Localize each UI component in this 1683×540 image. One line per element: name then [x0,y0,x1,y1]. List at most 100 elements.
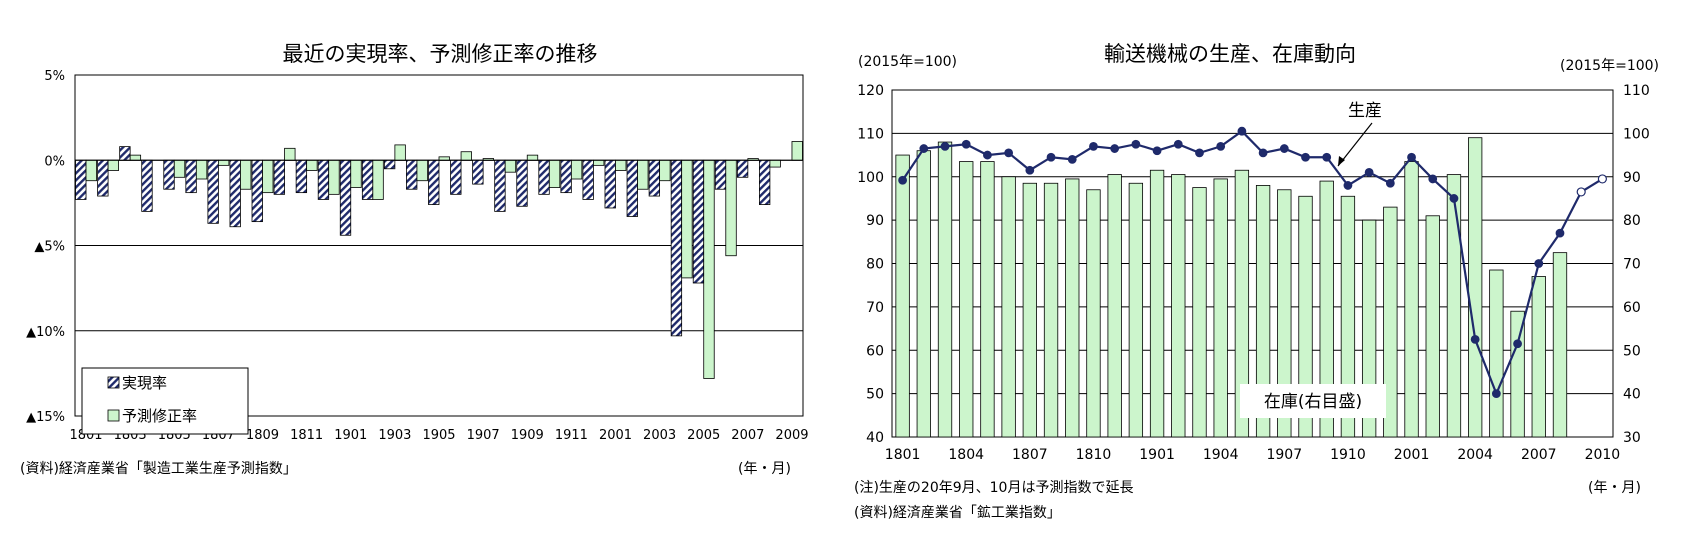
y-tick-label-left: 100 [857,170,884,186]
x-tick-label: 1907 [467,428,500,443]
bar-jitsugen [229,159,241,228]
note-forecast: (注)生産の20年9月、10月は予測指数で延長 [854,480,1134,496]
point-production [1258,148,1268,158]
y-tick-label-left: 110 [857,126,884,142]
x-tick-label: 1905 [422,428,455,443]
x-tick-label: 1811 [290,428,323,443]
bar-yosoku [107,159,119,171]
bar-inventory [1446,174,1462,438]
bar-yosoku [328,159,340,195]
left-chart-svg: 5%0%▲5%▲10%▲15%1801 1803 1805 1807 1809 1811 1… [26,69,808,443]
y-tick-label-left: 90 [866,213,884,229]
point-production [1173,139,1183,149]
source-note: (資料)経済産業省「製造工業生産予測指数」 [20,461,297,477]
right-chart-panel: 輸送機械の生産、在庫動向 (2015年=100) (2015年=100) 40 5… [840,0,1683,540]
line-production [901,129,1603,397]
bar-jitsugen [494,159,506,212]
x-tick-label: 1910 [1330,447,1366,463]
legend-swatch-jitsugen [107,376,120,389]
annotation-arrow [1337,122,1373,167]
bar-yosoku [438,156,450,161]
y-tick-label-left: 80 [866,257,884,273]
point-production [1131,139,1141,149]
left-axis-unit: (2015年=100) [858,54,958,70]
bar-jitsugen [538,159,550,195]
x-tick-label: 2007 [1521,447,1557,463]
bar-yosoku [615,159,627,171]
point-production [1089,141,1098,151]
bar-jitsugen [75,159,87,200]
point-production [1513,339,1522,349]
point-production [1555,228,1565,238]
point-production-forecast [1597,174,1607,184]
annotation-inventory: 在庫(右目盛) [1264,392,1362,412]
point-production [1195,148,1204,158]
point-production [1004,148,1014,158]
bar-jitsugen [692,159,705,284]
bar-inventory [1107,174,1122,438]
bar-jitsugen [361,159,374,200]
bar-jitsugen [339,159,352,236]
y-tick-label-left: 60 [866,343,884,359]
point-production [983,150,992,160]
y-tick-label-right: 70 [1623,257,1641,273]
point-production [1491,389,1501,399]
point-production [898,175,908,185]
bar-yosoku [416,159,428,182]
bar-jitsugen [163,159,175,190]
point-production-forecast [1576,187,1586,197]
x-tick-label: 2004 [1457,447,1493,463]
y-tick-label-right: 100 [1623,126,1650,142]
bar-yosoku [548,159,561,188]
point-production [1385,178,1395,188]
bar-yosoku [681,159,693,279]
x-unit-label: (年・月) [1588,480,1641,496]
y-tick-label: ▲5% [34,240,65,255]
bar-yosoku [240,159,252,190]
bar-inventory [1277,189,1292,438]
bar-inventory [980,161,995,438]
bar-jitsugen [383,159,396,170]
y-tick-label-left: 50 [866,387,884,403]
bar-inventory [1340,195,1356,438]
bar-yosoku [306,159,318,171]
legend-label: 予測修正率 [122,407,197,425]
bar-jitsugen [582,159,594,200]
bar-inventory [1192,187,1207,438]
bar-jitsugen [648,159,661,197]
bar-inventory [1255,185,1271,438]
y-tick-label-right: 90 [1623,170,1641,186]
y-tick-label: 0% [44,154,65,169]
point-production [1237,126,1247,136]
bar-yosoku [195,159,208,180]
point-production [1025,165,1035,175]
legend-label: 実現率 [122,374,167,392]
x-tick-label: 1903 [378,428,411,443]
bar-inventory [1361,219,1377,438]
x-tick-label: 1909 [511,428,544,443]
bar-inventory [959,161,974,438]
x-tick-label: 2001 [1394,447,1430,463]
bar-jitsugen [604,159,616,209]
y-tick-label-left: 120 [857,83,884,99]
y-tick-label-right: 60 [1623,300,1641,316]
bar-jitsugen [736,159,749,178]
y-tick-label-right: 30 [1623,430,1641,446]
y-tick-label-left: 70 [866,300,884,316]
bar-jitsugen [472,159,484,185]
y-tick-label-right: 80 [1623,213,1641,229]
bar-jitsugen [714,159,727,190]
x-tick-label: 2003 [643,428,676,443]
point-production [1343,181,1353,190]
bar-inventory [1043,182,1059,438]
right-axis-unit: (2015年=100) [1560,58,1660,74]
point-production [1470,335,1480,344]
point-production [1449,194,1459,203]
bar-yosoku [593,159,605,166]
bar-inventory [895,154,910,438]
point-production [1407,152,1416,162]
bar-jitsugen [516,159,528,207]
bar-yosoku [262,159,274,194]
point-production [940,141,950,151]
x-tick-label: 2009 [775,428,808,443]
